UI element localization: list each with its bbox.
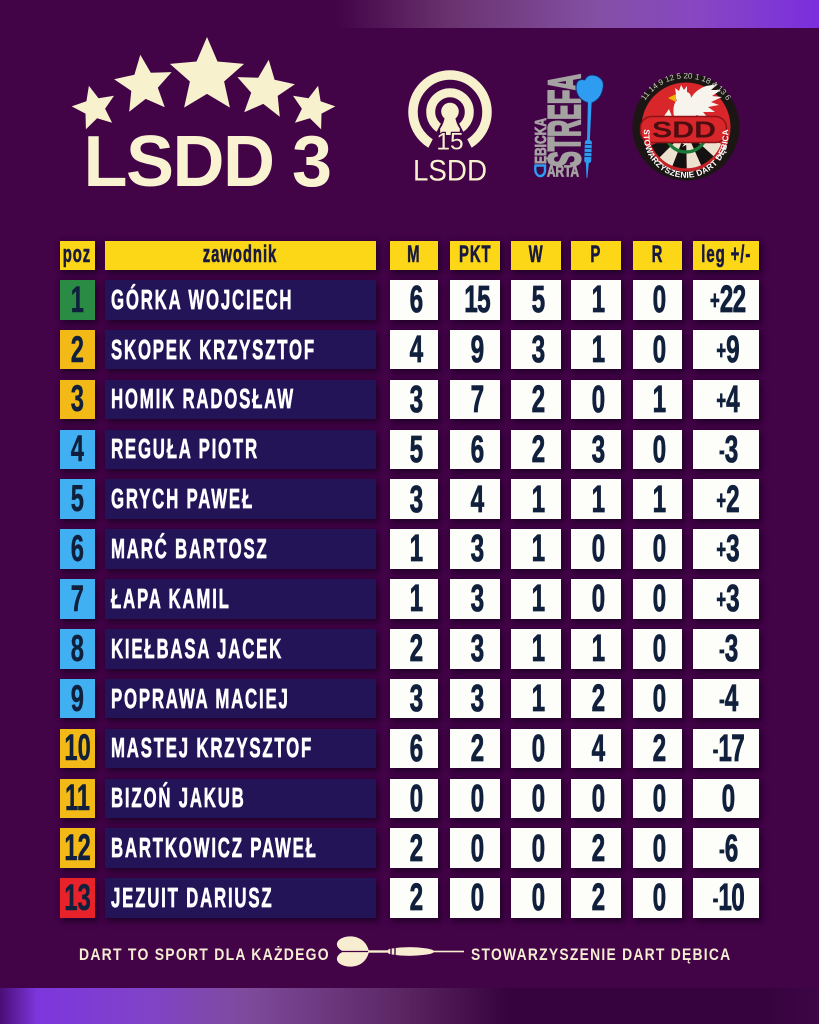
svg-text:15: 15 — [436, 129, 463, 156]
svg-text:ĘBICKA: ĘBICKA — [533, 118, 550, 164]
svg-text:LSDD: LSDD — [413, 155, 487, 188]
svg-text:ARTA: ARTA — [547, 164, 579, 181]
svg-text:SDD: SDD — [652, 117, 716, 143]
